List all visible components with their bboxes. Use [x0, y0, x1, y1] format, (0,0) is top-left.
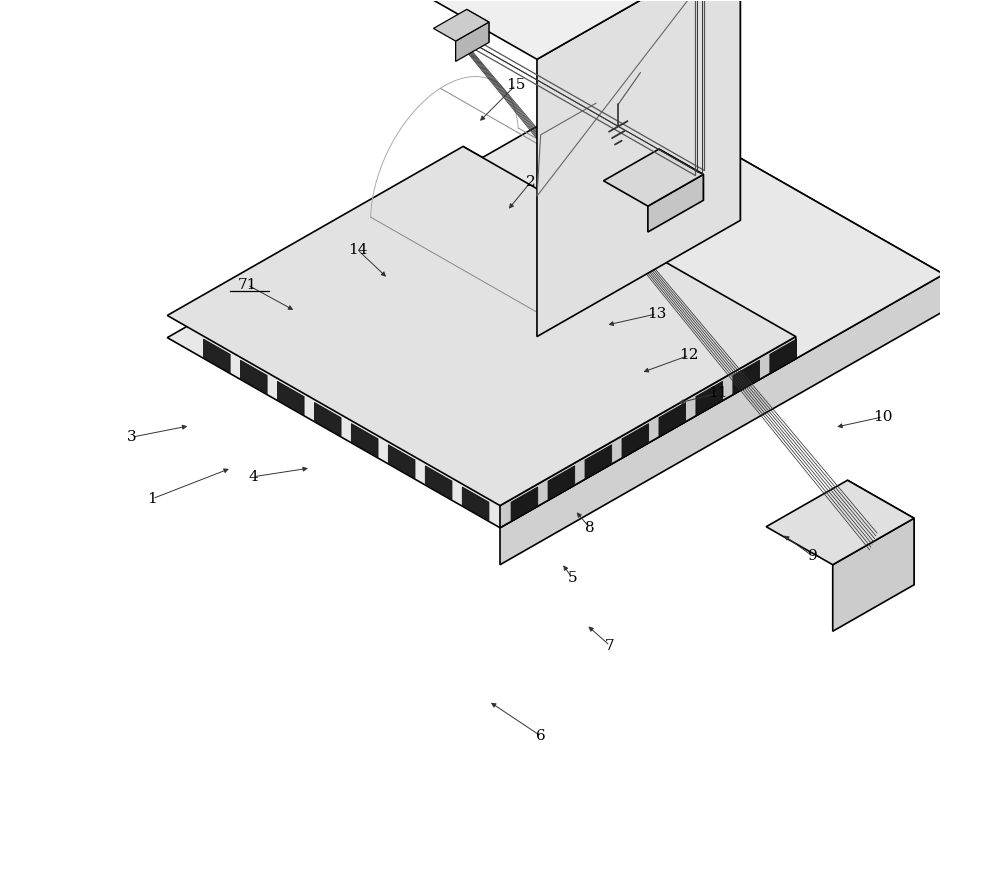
Polygon shape	[167, 147, 796, 506]
Text: 12: 12	[679, 348, 699, 362]
Polygon shape	[277, 381, 304, 415]
Polygon shape	[548, 466, 575, 500]
Polygon shape	[629, 65, 703, 174]
Text: 71: 71	[238, 278, 257, 291]
Polygon shape	[433, 10, 489, 42]
Polygon shape	[563, 27, 703, 108]
Text: 9: 9	[808, 549, 817, 563]
Polygon shape	[611, 84, 944, 311]
Polygon shape	[462, 487, 489, 521]
Polygon shape	[637, 27, 703, 132]
Text: 13: 13	[647, 307, 666, 321]
Polygon shape	[833, 518, 914, 631]
Text: 4: 4	[249, 470, 258, 484]
Polygon shape	[467, 10, 489, 42]
Polygon shape	[314, 403, 341, 436]
Polygon shape	[659, 403, 686, 436]
Text: 5: 5	[567, 571, 577, 585]
Text: 14: 14	[348, 243, 367, 257]
Polygon shape	[240, 360, 267, 394]
Polygon shape	[659, 149, 703, 200]
Polygon shape	[696, 381, 723, 415]
Polygon shape	[555, 0, 740, 221]
Polygon shape	[500, 275, 944, 565]
Polygon shape	[733, 360, 760, 394]
Text: 1: 1	[147, 492, 157, 506]
Polygon shape	[766, 480, 914, 565]
Text: 3: 3	[127, 430, 137, 444]
Polygon shape	[555, 182, 703, 326]
Text: 15: 15	[506, 78, 526, 92]
Polygon shape	[511, 487, 538, 521]
Text: 2: 2	[526, 175, 536, 189]
Polygon shape	[770, 339, 796, 373]
Text: 6: 6	[536, 729, 546, 743]
Polygon shape	[425, 466, 452, 500]
Polygon shape	[622, 424, 649, 457]
Polygon shape	[585, 445, 612, 479]
Text: 11: 11	[709, 386, 728, 400]
Polygon shape	[456, 22, 489, 62]
Polygon shape	[167, 84, 944, 528]
Polygon shape	[352, 0, 740, 59]
Polygon shape	[463, 147, 796, 358]
Polygon shape	[500, 336, 796, 528]
Polygon shape	[604, 149, 703, 206]
Text: 10: 10	[873, 410, 893, 424]
Polygon shape	[388, 445, 415, 479]
Polygon shape	[351, 424, 378, 457]
Polygon shape	[648, 175, 703, 232]
Polygon shape	[204, 339, 230, 373]
Polygon shape	[537, 0, 740, 336]
Polygon shape	[848, 480, 914, 585]
Text: 8: 8	[585, 521, 595, 535]
Text: 7: 7	[605, 638, 615, 653]
